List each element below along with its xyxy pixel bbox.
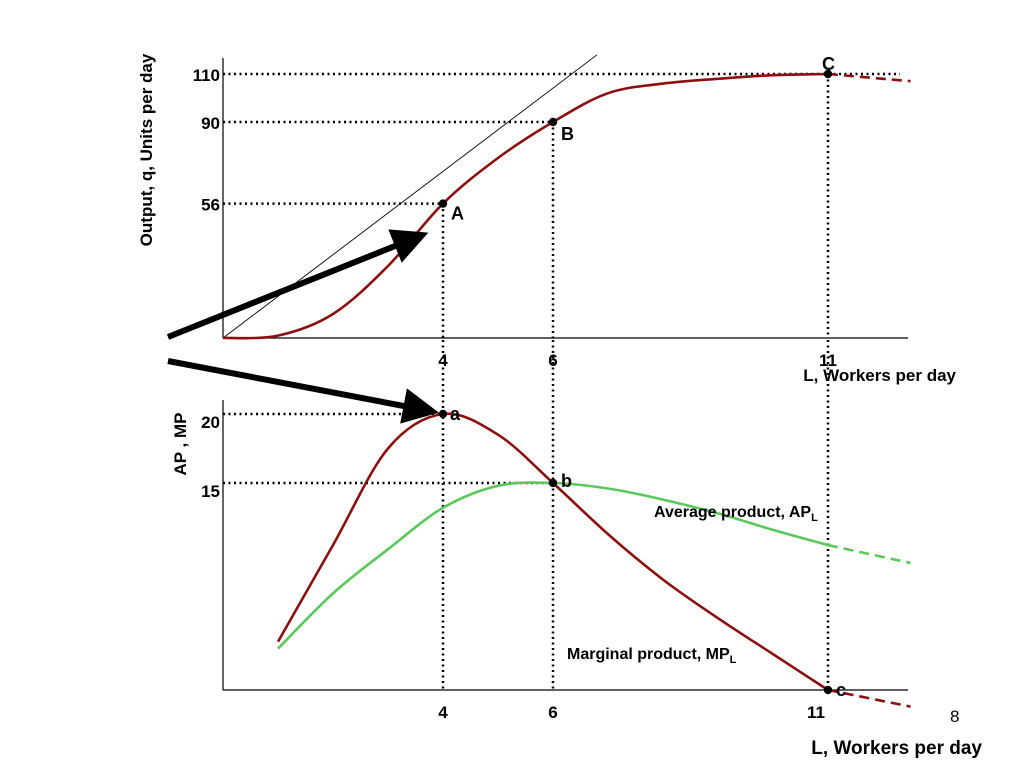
top-y-axis-label: Output, q, Units per day [137, 53, 156, 246]
point-label-A: A [451, 204, 464, 224]
top-x-axis-label: L, Workers per day [803, 366, 956, 385]
average-product-dashed-extension [827, 543, 911, 565]
point-c [823, 685, 833, 695]
point-C [823, 69, 833, 79]
bottom-y-tick-15: 15 [201, 482, 220, 501]
arrow-to-point-a [167, 358, 439, 424]
bottom-x-axis-label: L, Workers per day [811, 738, 982, 759]
bottom-y-axis-label: AP , MP [171, 413, 190, 476]
bottom-y-tick-20: 20 [201, 413, 220, 432]
top-y-tick-56: 56 [201, 196, 220, 215]
marginal-product-dashed-extension [827, 688, 911, 708]
total-product-curve [222, 72, 829, 340]
marginal-product-label: Marginal product, MPL [567, 646, 737, 666]
average-product-label: Average product, APL [654, 504, 818, 524]
bottom-x-tick-6: 6 [548, 703, 557, 722]
top-x-tick-11: 11 [819, 351, 837, 370]
top-x-tick-6: 6 [548, 351, 557, 370]
point-A [438, 199, 448, 208]
point-label-c: c [836, 680, 846, 700]
point-b [548, 478, 558, 488]
bottom-x-tick-4: 4 [438, 703, 448, 722]
page-number: 8 [950, 707, 959, 726]
point-label-B: B [561, 124, 574, 144]
bottom-x-tick-11: 11 [807, 703, 825, 722]
arrow-to-point-A [166, 229, 429, 340]
point-B [548, 117, 558, 127]
point-label-a: a [450, 404, 461, 424]
total-product-dashed-extension [827, 72, 911, 83]
point-a [438, 409, 448, 419]
top-y-tick-110: 110 [193, 66, 220, 85]
top-y-tick-90: 90 [201, 114, 220, 133]
point-label-b: b [561, 471, 572, 491]
marginal-average-product-chart: a b c Average product, APL Marginal product,… [171, 340, 982, 759]
top-x-tick-4: 4 [438, 351, 448, 370]
point-label-C: C [822, 54, 835, 74]
total-product-chart: A B C 110 90 56 4 6 11L, Workers per day Output, … [137, 53, 957, 385]
